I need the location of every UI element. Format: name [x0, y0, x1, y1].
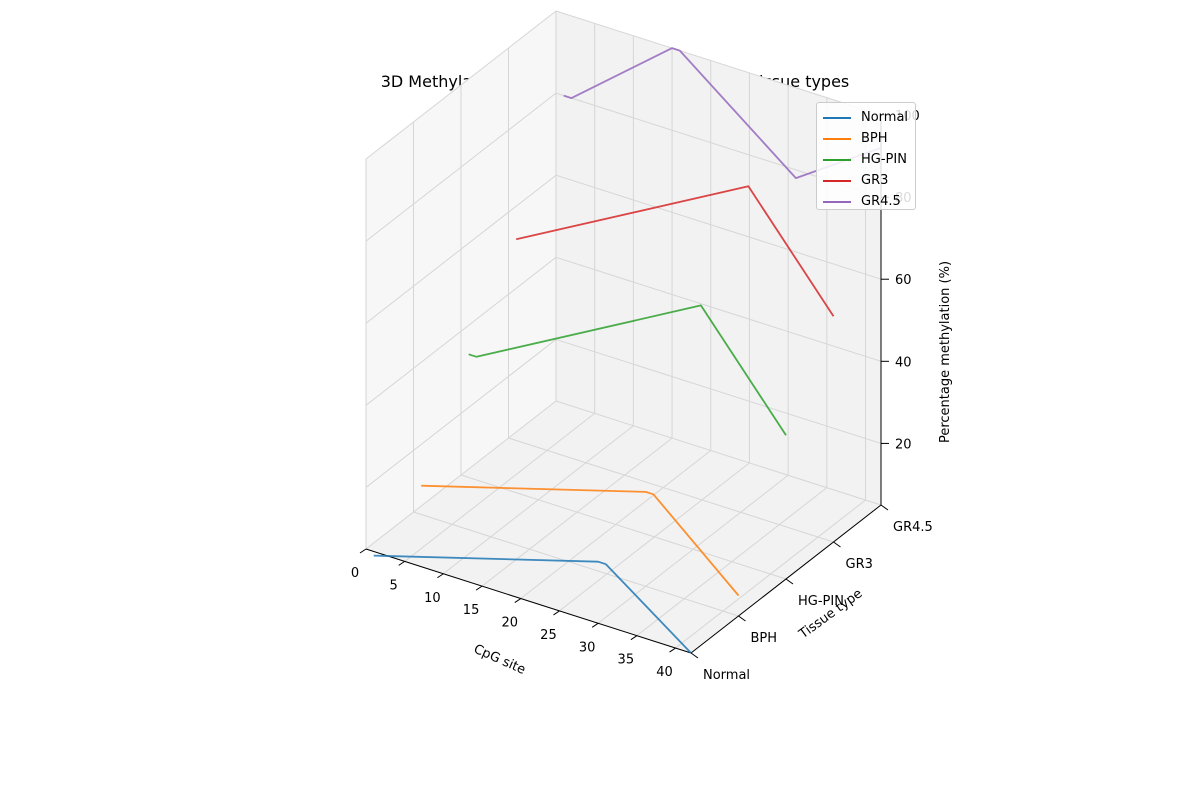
series-line-hg-pin [468, 304, 787, 436]
y-tick [880, 504, 889, 511]
x-tick [669, 647, 676, 653]
y-axis-line [690, 504, 882, 654]
z-tick-label: 20 [895, 437, 912, 452]
z-grid-back [555, 256, 882, 362]
z-tick-label: 40 [895, 355, 912, 370]
x-axis-line [365, 548, 692, 654]
x-tick [359, 548, 367, 554]
x-tick-label: 20 [501, 616, 518, 631]
z-tick-label: 60 [895, 273, 912, 288]
legend: Normal BPH HG-PIN GR3 GR4.5 [816, 102, 916, 210]
z-grid-left [365, 339, 557, 488]
legend-item: GR4.5 [823, 191, 909, 212]
legend-swatch [823, 137, 851, 140]
z-grid-left [365, 10, 557, 160]
x-tick [553, 610, 560, 616]
series-line-gr3 [515, 185, 835, 317]
back-pane [556, 11, 881, 505]
x-axis-label: CpG site [471, 642, 527, 678]
y-grid-floor [413, 511, 739, 617]
z-grid-left [365, 256, 557, 406]
z-grid-back [555, 174, 882, 280]
legend-item: GR3 [823, 170, 909, 191]
x-tick [630, 635, 638, 641]
x-tick [514, 598, 522, 603]
legend-label: GR3 [861, 173, 889, 188]
z-axis-label: Percentage methylation (%) [938, 261, 953, 443]
legend-item: HG-PIN [823, 149, 909, 170]
z-grid-back [555, 10, 882, 116]
y-grid-floor [508, 437, 834, 543]
x-tick-label: 10 [424, 591, 441, 606]
legend-swatch [823, 116, 851, 119]
x-tick-label: 25 [540, 628, 557, 643]
y-tick [785, 578, 794, 585]
y-tick-label: Normal [703, 668, 750, 683]
legend-label: BPH [861, 131, 888, 146]
legend-label: Normal [861, 110, 909, 125]
y-grid-floor [460, 474, 787, 580]
legend-swatch [823, 200, 851, 203]
z-grid-back [555, 338, 882, 444]
legend-label: HG-PIN [861, 152, 907, 167]
x-tick [591, 622, 599, 628]
x-tick-label: 35 [618, 653, 635, 668]
x-tick-label: 40 [656, 665, 673, 680]
y-tick-label: BPH [751, 631, 778, 646]
y-tick [738, 615, 746, 622]
x-tick-label: 30 [579, 640, 596, 655]
z-grid-left [365, 92, 557, 242]
y-tick [690, 652, 699, 659]
legend-swatch [823, 179, 851, 182]
y-grid-floor [555, 400, 882, 506]
series-line-normal [373, 554, 692, 654]
x-tick [398, 560, 405, 566]
x-tick [437, 573, 444, 579]
x-tick [475, 585, 483, 591]
legend-swatch [823, 158, 851, 161]
y-tick-label: GR3 [846, 557, 873, 572]
x-tick-label: 0 [351, 566, 359, 581]
series-lines [373, 47, 882, 654]
legend-item: BPH [823, 128, 909, 149]
legend-item: Normal [823, 107, 909, 128]
y-tick-label: GR4.5 [893, 520, 933, 535]
legend-label: GR4.5 [861, 194, 901, 209]
series-line-gr4-5 [563, 47, 882, 180]
x-tick-label: 15 [463, 603, 480, 618]
z-grid-left [365, 174, 557, 324]
y-tick [833, 541, 841, 548]
y-tick-label: HG-PIN [798, 594, 844, 609]
x-tick-label: 5 [390, 578, 398, 593]
series-line-bph [421, 484, 740, 597]
